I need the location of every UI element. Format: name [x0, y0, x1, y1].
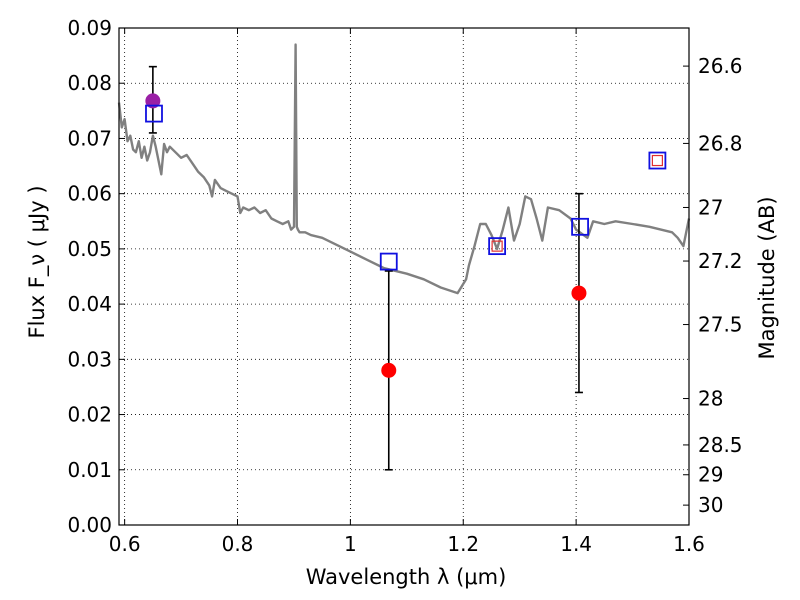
y-tick-label: 0.09: [67, 16, 112, 40]
x-tick-label: 1.6: [673, 532, 705, 556]
y2-tick-label: 27.2: [698, 249, 743, 273]
data-layer: [117, 43, 691, 471]
data-point-circle: [381, 362, 397, 378]
data-point-square: [648, 151, 667, 170]
x-tick-label: 0.6: [109, 532, 141, 556]
y2-tick-label: 30: [698, 493, 723, 517]
y2-tick-label: 28: [698, 387, 723, 411]
axis-tick-labels: 0.6 0.8 1 1.2 1.4 1.6 0.00 0.01 0.02 0.03 0.04 0.05…: [67, 16, 742, 556]
y2-axis-label: Magnitude (AB): [755, 196, 779, 359]
y-tick-label: 0.08: [67, 71, 112, 95]
y-axis-label: Flux F_ν ( μJy ): [25, 185, 50, 338]
x-axis-label: Wavelength λ (μm): [306, 565, 507, 589]
data-point-square-small: [651, 154, 663, 167]
y2-tick-label: 26.8: [698, 131, 743, 155]
y-tick-label: 0.02: [67, 403, 112, 427]
y-tick-label: 0.00: [67, 513, 112, 537]
y-tick-label: 0.01: [67, 458, 112, 482]
y-tick-label: 0.04: [67, 292, 112, 316]
y2-tick-label: 28.5: [698, 433, 743, 457]
y2-tick-label: 27: [698, 195, 723, 219]
grid-lines: [119, 27, 690, 526]
axis-ticks: [119, 27, 690, 526]
y2-tick-label: 27.5: [698, 313, 743, 337]
spectrum-line: [117, 43, 691, 295]
y2-tick-label: 26.6: [698, 54, 743, 78]
data-point-square: [145, 104, 163, 123]
y-tick-label: 0.06: [67, 182, 112, 206]
y2-tick-label: 29: [698, 463, 723, 487]
data-point-circle: [571, 285, 587, 301]
data-point-square: [379, 252, 398, 271]
y-tick-label: 0.05: [67, 237, 112, 261]
x-tick-label: 0.8: [222, 532, 254, 556]
x-tick-label: 1.2: [447, 532, 479, 556]
y-tick-label: 0.07: [67, 126, 112, 150]
data-point-square-small: [491, 240, 503, 252]
x-tick-label: 1.4: [560, 532, 592, 556]
plot-frame: [118, 27, 690, 526]
data-point-circle: [145, 93, 161, 109]
x-tick-label: 1: [344, 532, 357, 556]
data-point-square: [488, 237, 507, 256]
data-point-square: [571, 217, 589, 236]
y-tick-label: 0.03: [67, 347, 112, 371]
